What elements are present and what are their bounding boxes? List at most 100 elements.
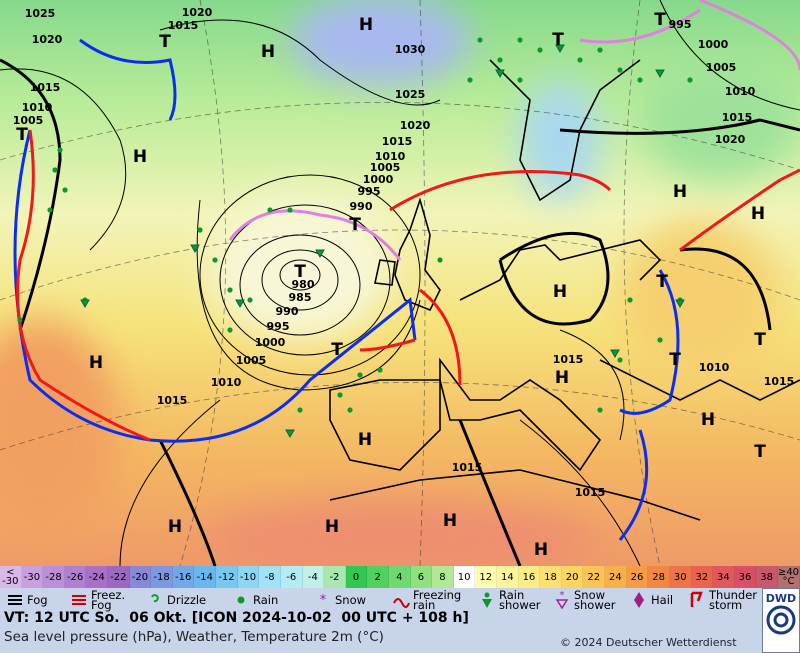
weather-dot [267,207,273,213]
scale-cell: -16 [172,566,195,588]
scale-cell: 8 [432,566,454,588]
legend-icon [237,596,245,604]
pressure-center: T [654,10,666,30]
weather-shower [235,299,245,309]
pressure-center: T [294,262,306,282]
pressure-center: H [701,410,715,430]
scale-cell: -8 [259,566,281,588]
pressure-center: H [555,368,569,388]
weather-dot [227,287,233,293]
isobar-label: 1025 [395,88,426,101]
weather-dot [617,357,623,363]
isobar-label: 980 [292,278,315,291]
scale-cell: 2 [367,566,389,588]
pressure-center: T [349,215,361,235]
weather-dot [227,327,233,333]
weather-dot [17,317,23,323]
legend-item: Freezing rain [392,588,476,612]
scale-cell: -26 [64,566,87,588]
isobar-label: 1020 [400,119,431,132]
pressure-center: H [751,204,765,224]
scale-cell: -20 [129,566,152,588]
weather-dot [657,337,663,343]
logo-text: DWD [765,592,797,605]
legend-label: Snow [335,593,367,607]
scale-cell: 28 [648,566,670,588]
legend-item: Rain [232,588,308,612]
isobar-label: 1005 [13,114,44,127]
highlighted-isobars [0,58,800,566]
scale-cell: 36 [734,566,757,588]
scale-cell: 24 [605,566,627,588]
dwd-logo: DWD [762,588,800,653]
legend-item: Fog [6,588,66,612]
weather-dot [62,187,68,193]
scale-cell: -2 [324,566,346,588]
svg-text:*: * [560,591,565,601]
svg-text:*: * [320,593,327,608]
isobar-label: 1015 [553,353,584,366]
legend-item: Hail [630,588,682,612]
legend-item: * Snow shower [553,588,627,612]
isobar-label: 995 [267,320,290,333]
pressure-center: H [168,517,182,537]
isobar-label: 1010 [699,361,730,374]
weather-shower [315,249,325,259]
pressure-center: T [552,30,564,50]
pressure-center: T [656,272,668,292]
weather-dot [437,257,443,263]
weather-dot [357,372,363,378]
isobar-label: 1000 [363,173,394,186]
valid-time: VT: 12 UTC So. 06 Okt. [ICON 2024-10-02 … [4,610,469,626]
weather-dot [597,407,603,413]
legend-label: Drizzle [167,593,207,607]
scale-cell: -6 [280,566,303,588]
weather-dot [687,77,693,83]
pressure-center: H [534,540,548,560]
isobar-label: 985 [289,291,312,304]
scale-cell: -12 [216,566,238,588]
legend-item: Rain shower [478,588,548,612]
legend-label: Freez. Fog [91,588,126,612]
legend-item: * Snow [314,588,384,612]
scale-cell: -22 [108,566,130,588]
copyright: © 2024 Deutscher Wetterdienst [560,636,737,649]
scale-cell: -10 [237,566,260,588]
weather-dot [347,407,353,413]
isobar-label: 990 [350,200,373,213]
legend-label: Rain shower [499,588,541,612]
scale-cell: -28 [43,566,65,588]
isobar-label: 1015 [30,81,61,94]
weather-dot [52,167,58,173]
pressure-center: T [669,350,681,370]
coastlines [329,59,800,521]
weather-dot [377,367,383,373]
weather-dot [577,57,583,63]
isobar-label: 1005 [706,61,737,74]
pressure-center: T [754,442,766,462]
legend-icon [72,595,86,605]
weather-dot [287,207,293,213]
pressure-center: T [331,340,343,360]
scale-cell: -14 [194,566,217,588]
scale-cell: 32 [691,566,714,588]
scale-cell: 0 [345,566,368,588]
legend-icon [151,594,159,603]
scale-cell: 10 [453,566,476,588]
weather-dot [477,37,483,43]
isobar-label: 1015 [452,461,483,474]
legend-icon [690,591,703,607]
legend-label: Rain [253,593,279,607]
isobar-label: 1015 [157,394,188,407]
weather-shower [80,299,90,309]
scale-cell: 34 [713,566,735,588]
legend-label: Thunder storm [709,588,757,612]
scale-cell: -4 [302,566,325,588]
isobar-label: 1030 [395,43,426,56]
weather-shower [655,69,665,79]
weather-shower [610,349,620,359]
isobar-label: 1015 [575,486,606,499]
scale-cell: 30 [669,566,692,588]
